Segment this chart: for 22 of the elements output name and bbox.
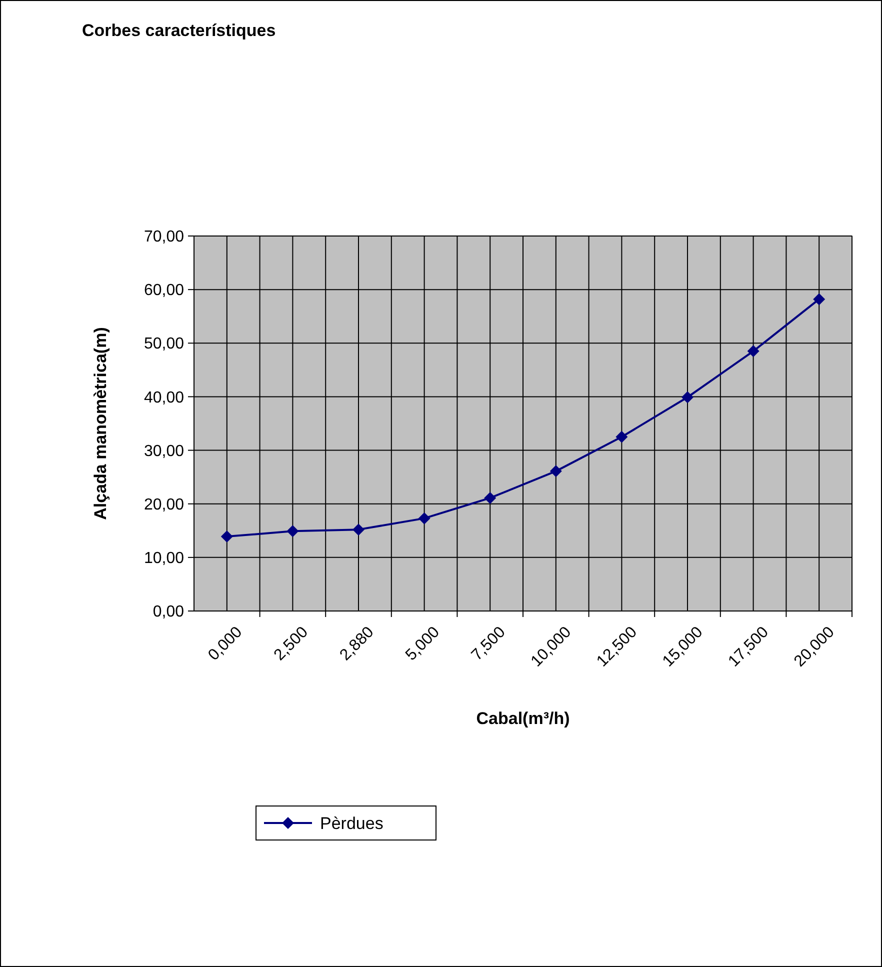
y-tick-label: 40,00 — [144, 389, 184, 406]
point — [220, 530, 233, 543]
y-tick-label: 20,00 — [144, 496, 184, 514]
point — [286, 525, 299, 538]
point — [747, 345, 760, 358]
point — [550, 465, 562, 478]
point — [682, 391, 694, 404]
point — [484, 492, 496, 504]
legend-label: Pèrdues — [320, 814, 384, 833]
y-tick-label: 60,00 — [144, 282, 184, 300]
point — [352, 524, 364, 536]
y-tick-label: 10,00 — [144, 550, 184, 568]
point — [418, 512, 430, 524]
point — [616, 430, 628, 443]
point — [813, 293, 826, 306]
chart-title: Corbes característiques — [82, 21, 276, 40]
y-tick-label: 50,00 — [144, 336, 184, 353]
y-tick-label: 70,00 — [144, 228, 184, 246]
y-axis-title: Alçada manomètrica(m) — [91, 327, 110, 520]
y-tick-label: 0,00 — [152, 604, 184, 621]
y-tick-label: 30,00 — [144, 442, 184, 460]
x-axis-title: Cabal(m³/h) — [476, 709, 570, 728]
